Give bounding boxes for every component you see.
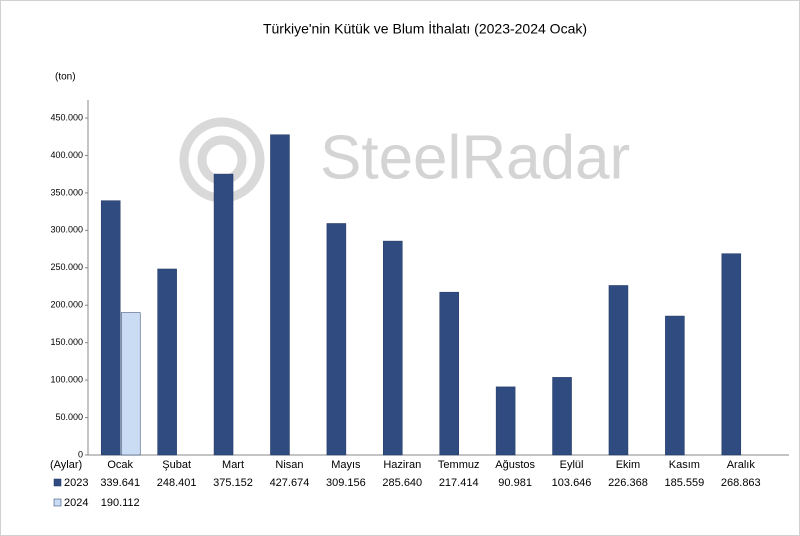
x-axis-label: (Aylar) [50, 459, 82, 471]
y-tick-label: 200.000 [50, 300, 83, 310]
bar [552, 377, 572, 456]
x-tick-label: Ağustos [495, 459, 535, 471]
table-value: 268.863 [721, 477, 761, 489]
x-tick-label: Ocak [107, 459, 133, 471]
x-tick-label: Mart [222, 459, 244, 471]
x-tick-label: Şubat [162, 459, 191, 471]
y-tick-label: 150.000 [50, 337, 83, 347]
y-tick-label: 100.000 [50, 374, 83, 384]
legend-swatch [53, 498, 62, 507]
bar [100, 200, 121, 456]
x-tick-label: Temmuz [438, 459, 480, 471]
table-value: 427.674 [270, 477, 310, 489]
bar [665, 315, 685, 456]
table-value: 339.641 [100, 477, 140, 489]
table-value: 185.559 [664, 477, 704, 489]
y-tick-label: 0 [78, 449, 83, 459]
x-tick-label: Nisan [275, 459, 303, 471]
bar [608, 285, 629, 456]
x-tick-label: Kasım [669, 459, 700, 471]
table-value: 90.981 [498, 477, 532, 489]
table-value: 285.640 [382, 477, 422, 489]
table-value: 248.401 [157, 477, 197, 489]
x-tick-label: Haziran [383, 459, 421, 471]
x-tick-label: Aralık [727, 459, 756, 471]
x-tick-label: Mayıs [331, 459, 361, 471]
table-value: 217.414 [439, 477, 479, 489]
legend-swatch [53, 478, 62, 487]
bar [495, 386, 516, 456]
table-value: 226.368 [608, 477, 648, 489]
table-value: 190.112 [101, 497, 140, 509]
y-tick-label: 250.000 [50, 262, 83, 272]
y-tick-label: 450.000 [50, 112, 83, 122]
watermark: SteelRadar [320, 123, 630, 192]
y-tick-label: 300.000 [50, 225, 83, 235]
table-value: 103.646 [552, 477, 592, 489]
y-tick-label: 50.000 [55, 412, 83, 422]
bar [383, 240, 403, 456]
table-value: 375.152 [213, 477, 253, 489]
bar [439, 291, 459, 456]
y-axis-label: (ton) [55, 72, 76, 83]
bar [721, 253, 742, 456]
bar [120, 312, 141, 456]
bar [270, 134, 290, 456]
y-tick-label: 350.000 [50, 187, 83, 197]
x-tick-label: Eylül [560, 459, 584, 471]
legend-label: 2023 [64, 477, 88, 489]
y-tick-label: 400.000 [50, 150, 83, 160]
x-tick-label: Ekim [616, 459, 640, 471]
table-value: 309.156 [326, 477, 366, 489]
legend-label: 2024 [64, 497, 88, 509]
bar [157, 268, 177, 456]
bar [213, 173, 234, 456]
bar [326, 223, 347, 456]
chart-title: Türkiye'nin Kütük ve Blum İthalatı (2023… [263, 20, 587, 37]
